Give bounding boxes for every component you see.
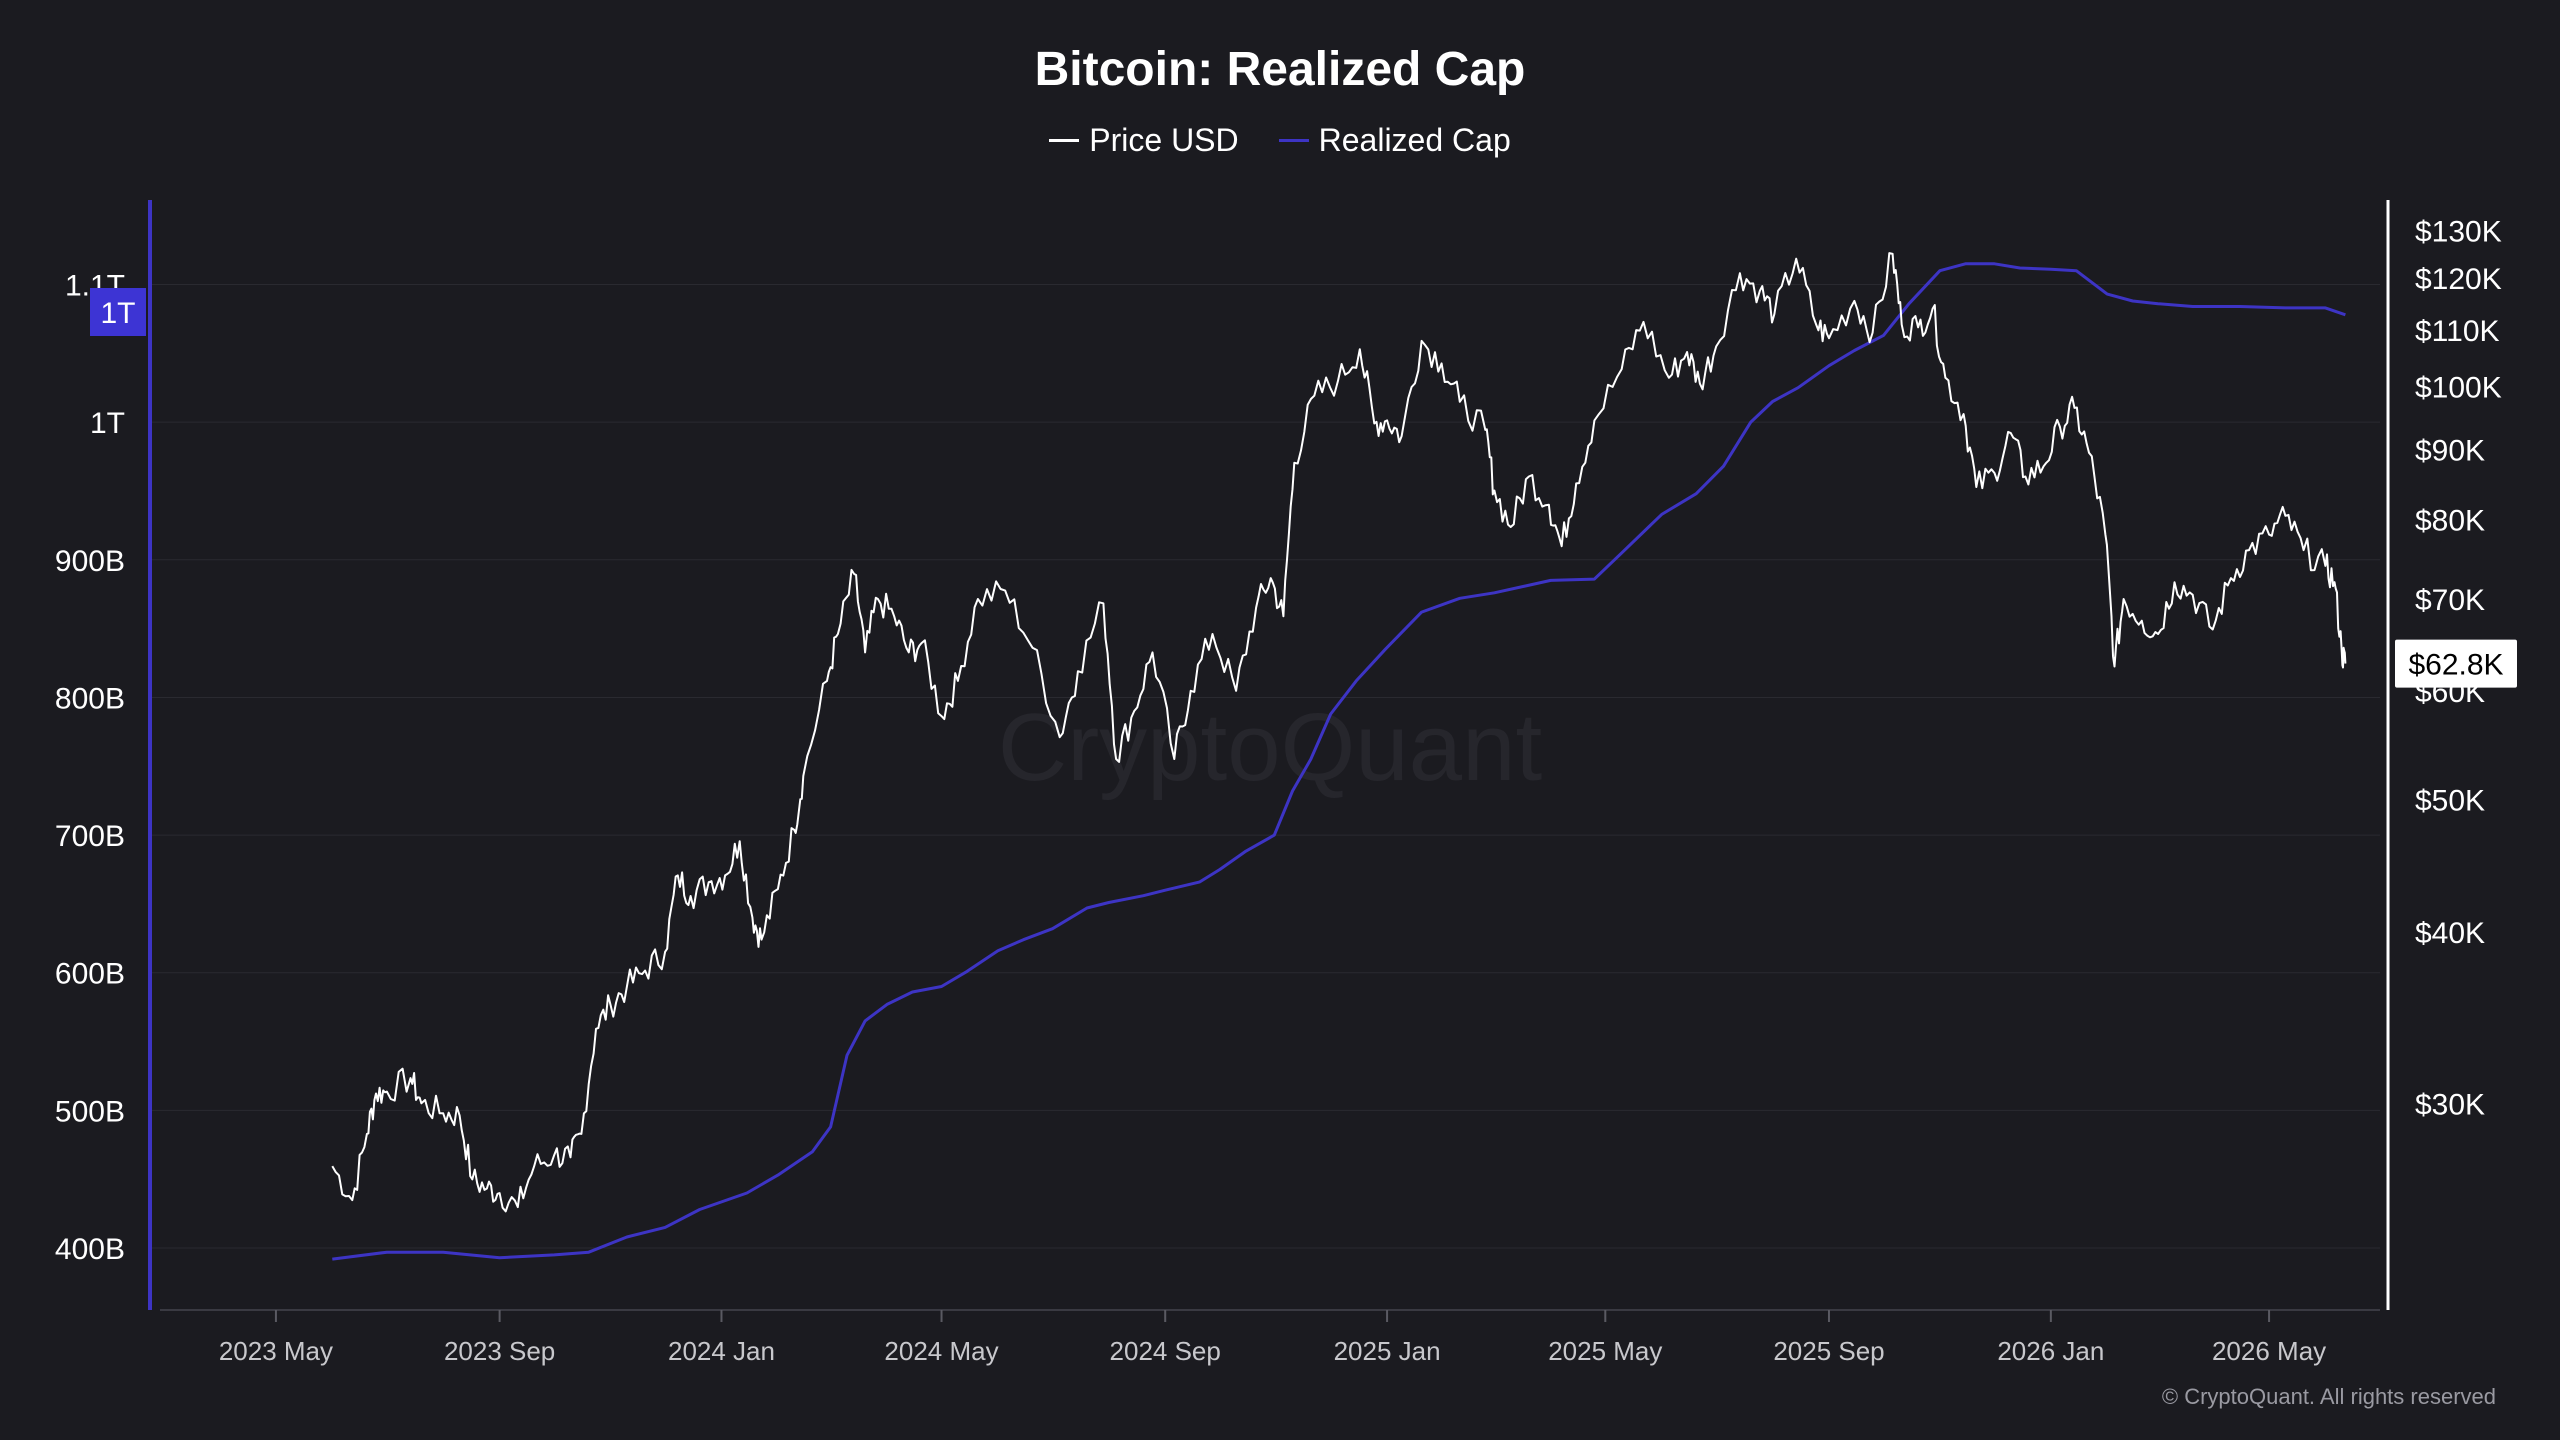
- y-left-tick-label: 600B: [55, 958, 125, 991]
- right-axis-badge-label: $62.8K: [2408, 649, 2503, 682]
- x-tick-label: 2023 Sep: [444, 1336, 555, 1366]
- grid: [150, 283, 2380, 1249]
- copyright: © CryptoQuant. All rights reserved: [2162, 1384, 2496, 1409]
- x-tick-label: 2024 May: [884, 1336, 998, 1366]
- legend: Price USD Realized Cap: [0, 122, 2560, 159]
- axes: 400B500B600B700B800B900B1T1.1T$30K$40K$5…: [55, 200, 2502, 1366]
- y-left-tick-label: 800B: [55, 682, 125, 715]
- y-left-tick-label: 400B: [55, 1233, 125, 1266]
- x-tick-label: 2024 Jan: [668, 1336, 775, 1366]
- right-axis-badge: [2395, 639, 2517, 688]
- y-right-tick-label: $100K: [2415, 372, 2502, 405]
- legend-label-realized-cap: Realized Cap: [1318, 122, 1511, 158]
- series-line-realized-cap: [332, 262, 2346, 1261]
- y-right-tick-label: $70K: [2415, 584, 2485, 617]
- series-line-price: [331, 252, 2347, 1213]
- y-right-tick-label: $120K: [2415, 263, 2502, 296]
- legend-item-price[interactable]: Price USD: [1049, 122, 1239, 159]
- legend-swatch-price: [1049, 139, 1080, 142]
- badges: 1T $62.8K: [90, 288, 2517, 688]
- y-right-tick-label: $80K: [2415, 505, 2485, 538]
- chart-title: Bitcoin: Realized Cap: [1034, 43, 1526, 96]
- y-right-tick-label: $30K: [2415, 1088, 2485, 1121]
- x-tick-label: 2025 Sep: [1773, 1336, 1884, 1366]
- x-tick-label: 2026 May: [2212, 1336, 2326, 1366]
- x-tick-label: 2026 Jan: [1997, 1336, 2104, 1366]
- x-tick-label: 2025 May: [1548, 1336, 1662, 1366]
- x-tick-label: 2025 Jan: [1334, 1336, 1441, 1366]
- series-layer: [331, 252, 2347, 1261]
- watermark: CryptoQuant: [998, 694, 1542, 801]
- legend-item-realized-cap[interactable]: Realized Cap: [1278, 122, 1511, 159]
- y-left-tick-label: 900B: [55, 545, 125, 578]
- y-right-tick-label: $90K: [2415, 434, 2485, 467]
- y-left-tick-label: 700B: [55, 820, 125, 853]
- legend-swatch-realized-cap: [1278, 139, 1309, 142]
- y-right-tick-label: $110K: [2415, 315, 2500, 348]
- x-tick-label: 2023 May: [219, 1336, 333, 1366]
- y-right-tick-label: $40K: [2415, 917, 2485, 950]
- left-axis-badge-label: 1T: [100, 297, 135, 330]
- y-left-tick-label: 500B: [55, 1095, 125, 1128]
- y-left-tick-label: 1T: [90, 407, 125, 440]
- legend-label-price: Price USD: [1089, 122, 1239, 158]
- y-right-tick-label: $50K: [2415, 784, 2485, 817]
- left-axis-badge: [90, 288, 146, 337]
- x-tick-label: 2024 Sep: [1110, 1336, 1221, 1366]
- y-right-tick-label: $130K: [2415, 216, 2502, 249]
